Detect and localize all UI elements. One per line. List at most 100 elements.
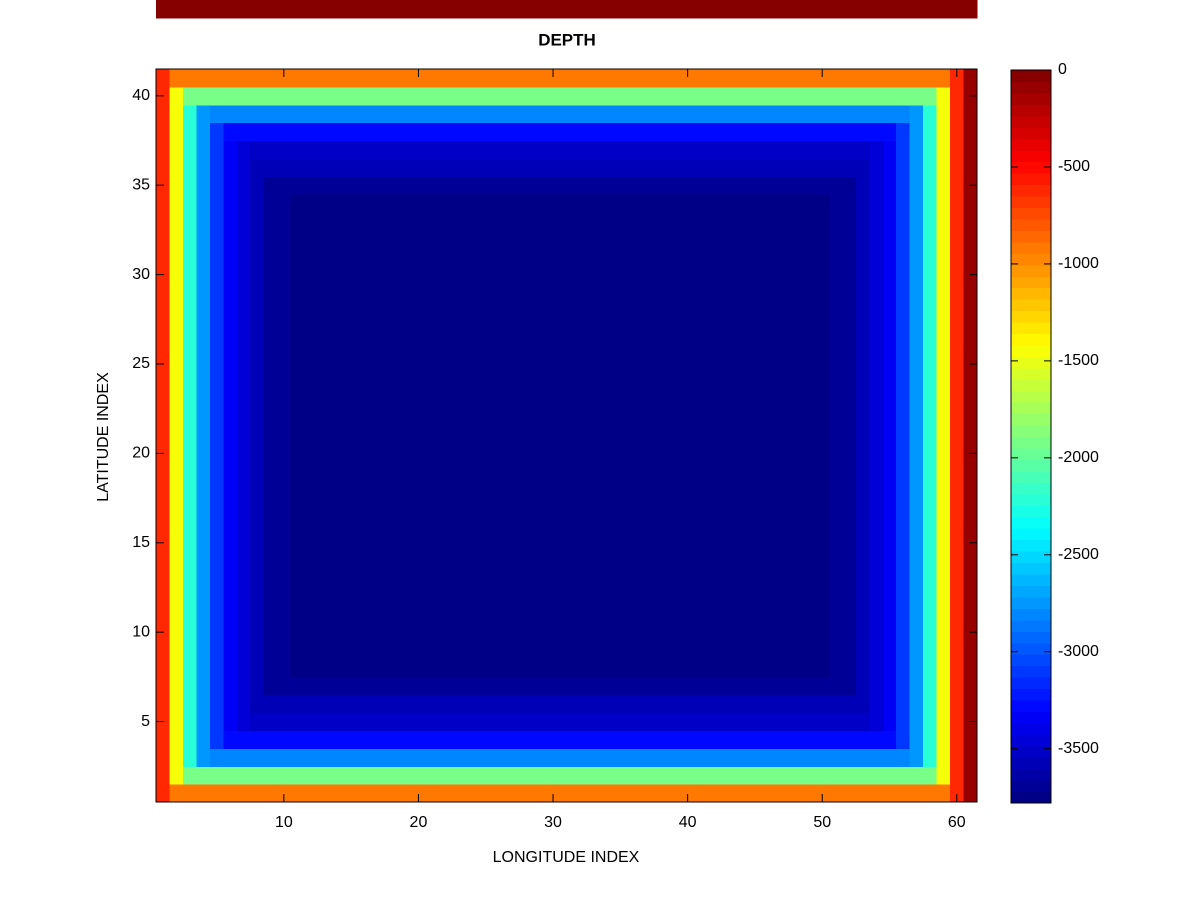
cell	[559, 784, 574, 803]
cell	[263, 480, 278, 499]
cell	[304, 444, 319, 463]
cell	[573, 587, 588, 606]
cell	[600, 658, 615, 678]
cell	[721, 658, 736, 678]
cell	[479, 372, 494, 392]
cell	[465, 212, 480, 231]
cell	[344, 426, 359, 446]
cell	[196, 766, 211, 785]
cell	[613, 498, 628, 517]
cell	[196, 194, 211, 213]
cell	[250, 712, 265, 732]
cell	[371, 587, 386, 606]
colorbar-band	[1011, 81, 1051, 94]
cell	[573, 676, 588, 696]
cell	[586, 480, 601, 499]
cell	[855, 140, 870, 159]
cell	[196, 515, 211, 535]
cell	[236, 462, 251, 481]
cell	[384, 658, 399, 678]
cell	[344, 104, 359, 124]
cell	[546, 69, 561, 88]
cell	[479, 194, 494, 213]
cell	[761, 515, 776, 535]
cell	[438, 337, 453, 356]
cell	[627, 766, 642, 785]
cell	[828, 122, 844, 142]
cell	[573, 0, 588, 19]
cell	[519, 730, 534, 749]
colorbar-band	[1011, 677, 1051, 690]
cell	[842, 176, 857, 195]
cell	[236, 319, 251, 338]
cell	[236, 408, 251, 428]
cell	[465, 69, 480, 88]
cell	[896, 319, 911, 338]
cell	[411, 444, 426, 463]
cell	[936, 658, 951, 678]
cell	[156, 641, 171, 660]
cell	[209, 337, 224, 356]
colorbar-band	[1011, 780, 1051, 793]
cell	[963, 390, 978, 410]
cell	[250, 605, 265, 624]
cell	[411, 372, 426, 392]
cell	[627, 533, 642, 553]
cell	[586, 0, 601, 19]
cell	[936, 462, 951, 481]
cell	[452, 766, 467, 785]
cell	[869, 408, 884, 428]
cell	[317, 730, 332, 749]
cell	[317, 247, 332, 267]
cell	[936, 408, 951, 428]
cell	[290, 480, 305, 499]
cell	[640, 515, 655, 535]
cell	[546, 212, 561, 231]
cell	[304, 426, 319, 446]
cell	[828, 784, 844, 803]
x-tick-label: 50	[813, 814, 831, 831]
cell	[627, 730, 642, 749]
cell	[573, 265, 588, 285]
cell	[667, 265, 682, 285]
cell	[357, 355, 372, 374]
cell	[855, 551, 870, 571]
cell	[425, 569, 440, 589]
colorbar-band	[1011, 173, 1051, 186]
cell	[357, 462, 372, 481]
cell	[505, 480, 520, 499]
cell	[425, 158, 440, 177]
cell	[748, 784, 763, 803]
cell	[532, 498, 547, 517]
cell	[182, 390, 197, 410]
cell	[761, 390, 776, 410]
colorbar-tick-label: -2500	[1058, 546, 1099, 563]
cell	[209, 480, 224, 499]
cell	[600, 176, 615, 195]
cell	[950, 122, 965, 142]
cell	[384, 444, 399, 463]
cell	[156, 69, 171, 88]
cell	[855, 480, 870, 499]
cell	[479, 122, 494, 142]
cell	[465, 247, 480, 267]
cell	[640, 587, 655, 606]
cell	[734, 122, 749, 142]
cell	[667, 426, 682, 446]
cell	[546, 515, 561, 535]
cell	[586, 104, 601, 124]
cell	[923, 766, 938, 785]
colorbar-band	[1011, 356, 1051, 369]
cell	[277, 319, 292, 338]
cell	[492, 658, 507, 678]
cell	[532, 676, 547, 696]
cell	[492, 676, 507, 696]
cell	[748, 587, 763, 606]
cell	[263, 444, 278, 463]
cell	[828, 712, 844, 732]
cell	[707, 623, 722, 642]
x-tick-label: 60	[948, 814, 966, 831]
cell	[950, 372, 965, 392]
cell	[532, 426, 547, 446]
cell	[182, 444, 197, 463]
